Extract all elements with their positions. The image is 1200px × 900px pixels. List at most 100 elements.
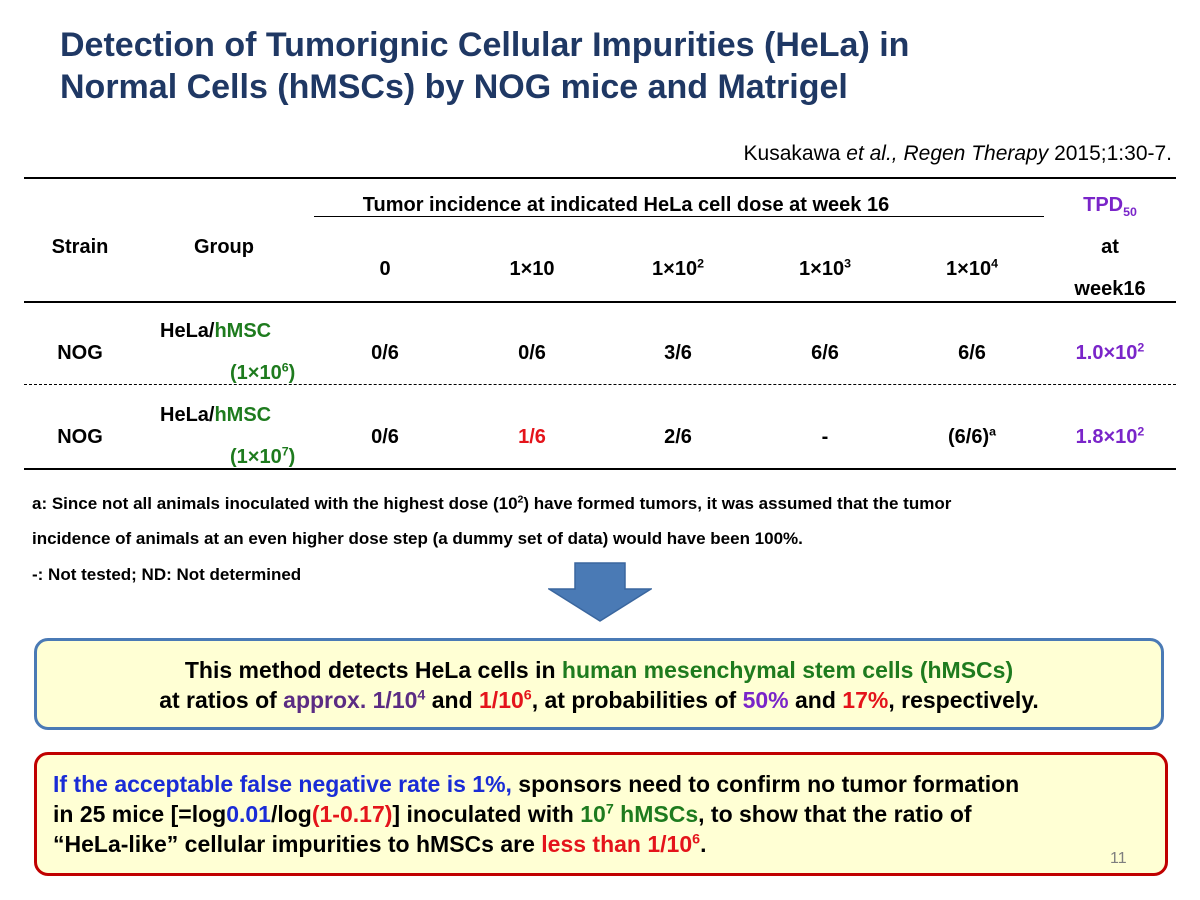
row1-group: HeLa/hMSC [160, 320, 271, 343]
tpd-subscript: 50 [1123, 205, 1137, 219]
citation-authors: Kusakawa [743, 142, 847, 165]
highlight-ratio-1: approx. 1/104 [283, 687, 425, 713]
row1-value-1: 0/6 [518, 342, 546, 364]
highlight-ratio-2: 1/106 [479, 687, 532, 713]
row2-group-dose: (1×107) [230, 444, 296, 469]
header-dose-4: 1×104 [946, 257, 998, 281]
text-span: and [425, 687, 480, 713]
dose-base: 0 [379, 258, 391, 280]
header-tpd-at: at [1101, 236, 1119, 258]
dose-base: 1×10 [652, 258, 698, 280]
header-dose-2: 1×102 [652, 256, 704, 281]
tpd-base: 1.0×10 [1075, 342, 1138, 364]
highlight-50pct: 50% [742, 687, 789, 713]
row1-value-4: 6/6 [958, 342, 986, 364]
recommendation-line-2: in 25 mice [=log0.01/log(1-0.17)] inocul… [53, 799, 1165, 829]
row2-group: HeLa/hMSC [160, 404, 271, 427]
group-dose-exponent: 7 [281, 444, 289, 459]
title-line-1: Detection of Tumorignic Cellular Impurit… [60, 26, 910, 64]
text-span: and [788, 687, 843, 713]
text-span: sponsors need to confirm no tumor format… [511, 771, 1020, 797]
highlight-17pct: 17% [842, 687, 889, 713]
header-tpd-week: week16 [1074, 278, 1146, 300]
exponent: 4 [417, 687, 426, 704]
row2-strain: NOG [57, 426, 103, 448]
group-dose-exponent: 6 [281, 360, 289, 375]
dose-exponent: 2 [697, 256, 704, 271]
text-span: /log [270, 801, 312, 827]
footnote-a-line1: a: Since not all animals inoculated with… [32, 494, 951, 514]
recommendation-box: If the acceptable false negative rate is… [34, 752, 1168, 876]
header-incidence: Tumor incidence at indicated HeLa cell d… [362, 194, 890, 216]
row2-value-2: 2/6 [664, 426, 692, 448]
tpd-exponent: 2 [1137, 424, 1145, 439]
text-span: . [700, 831, 707, 857]
header-strain: Strain [51, 236, 109, 258]
group-dose-base: (1×10 [230, 362, 282, 384]
header-tpd50: TPD50 [1083, 194, 1137, 219]
text-span: 1/10 [479, 687, 524, 713]
recommendation-line-3: “HeLa-like” cellular impurities to hMSCs… [53, 829, 1165, 859]
dose-base: 1×10 [799, 258, 845, 280]
footnote-marker: a [989, 424, 997, 439]
group-dose-base: (1×10 [230, 446, 282, 468]
table-bottom-rule [24, 468, 1176, 470]
title-line-2: Normal Cells (hMSCs) by NOG mice and Mat… [60, 68, 848, 106]
tpd-exponent: 2 [1137, 340, 1145, 355]
recommendation-line-1: If the acceptable false negative rate is… [53, 769, 1165, 799]
footnote-a-line2: incidence of animals at an even higher d… [32, 529, 803, 548]
conclusion-box: This method detects HeLa cells in human … [34, 638, 1164, 730]
header-dose-0: 0 [379, 258, 390, 281]
text-span: approx. 1/10 [283, 687, 418, 713]
group-dose-close: ) [288, 446, 296, 468]
group-dose-close: ) [288, 362, 296, 384]
dose-base: 1×10 [509, 258, 555, 280]
text-span: , respectively. [888, 687, 1039, 713]
slide-title: Detection of Tumorignic Cellular Impurit… [60, 24, 1160, 108]
conclusion-line-1: This method detects HeLa cells in human … [37, 655, 1161, 685]
highlight-less-than: less than 1/106 [541, 831, 700, 857]
row1-group-dose: (1×106) [230, 360, 296, 385]
row1-value-2: 3/6 [664, 342, 692, 364]
highlight-false-negative: If the acceptable false negative rate is… [53, 771, 512, 797]
row2-tpd: 1.8×102 [1075, 424, 1145, 449]
down-arrow-icon [548, 562, 652, 622]
footnote-exponent: 2 [517, 493, 524, 506]
text-span: hMSCs [613, 801, 699, 827]
exponent: 6 [692, 831, 701, 848]
header-dose-3: 1×103 [799, 256, 851, 281]
footnote-legend: -: Not tested; ND: Not determined [32, 565, 302, 584]
citation: Kusakawa et al., Regen Therapy 2015;1:30… [744, 142, 1172, 166]
text-span: “HeLa-like” cellular impurities to hMSCs… [53, 831, 542, 857]
text-span: This method detects HeLa cells in [184, 657, 562, 683]
row2-value-4: (6/6)a [948, 424, 997, 449]
text-span: in 25 mice [=log [53, 801, 227, 827]
header-dose-1: 1×10 [509, 258, 554, 281]
table-row-divider [24, 384, 1176, 385]
dose-exponent: 3 [844, 256, 851, 271]
group-prefix: HeLa/ [160, 320, 215, 342]
row1-value-3: 6/6 [811, 342, 839, 364]
header-group: Group [194, 236, 254, 258]
table-header-rule [24, 301, 1176, 303]
table-top-rule [24, 177, 1176, 179]
group-suffix: hMSC [214, 320, 272, 342]
text-span: at ratios of [159, 687, 284, 713]
conclusion-line-2: at ratios of approx. 1/104 and 1/106, at… [37, 685, 1161, 715]
row2-value-3: - [821, 426, 829, 448]
text-span: ] inoculated with [392, 801, 581, 827]
dose-base: 1×10 [946, 258, 992, 280]
incidence-underline [314, 216, 1044, 217]
tpd-base: 1.8×10 [1075, 426, 1138, 448]
row1-tpd: 1.0×102 [1075, 340, 1145, 365]
group-suffix: hMSC [214, 404, 272, 426]
group-prefix: HeLa/ [160, 404, 215, 426]
text-span: 10 [580, 801, 606, 827]
highlight-cell-count: 107 hMSCs [580, 801, 698, 827]
text-span: , at probabilities of [531, 687, 743, 713]
row2-value-1: 1/6 [518, 426, 546, 448]
text-span: less than 1/10 [541, 831, 693, 857]
row2-value-0: 0/6 [371, 426, 399, 448]
highlight-0-01: 0.01 [226, 801, 271, 827]
text-span: , to show that the ratio of [698, 801, 972, 827]
